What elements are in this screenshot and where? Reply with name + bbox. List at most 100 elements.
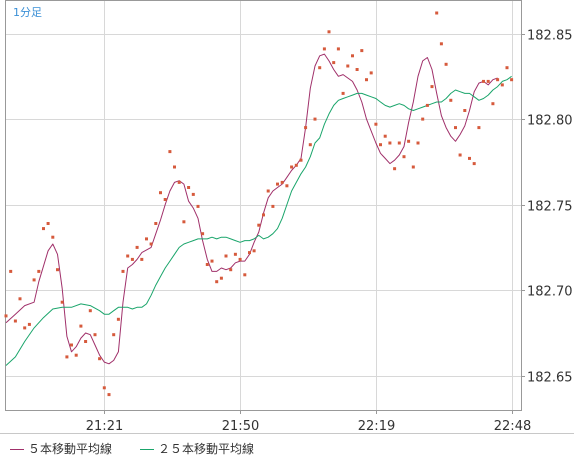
price-point (430, 85, 434, 89)
price-point (416, 141, 420, 145)
price-point (13, 319, 17, 323)
price-point (313, 117, 317, 121)
price-point (346, 64, 350, 68)
price-point (196, 204, 200, 208)
price-point (280, 180, 284, 184)
price-point (37, 269, 41, 273)
price-point (84, 340, 88, 343)
price-point (177, 180, 181, 184)
price-point (243, 273, 247, 277)
price-point (397, 141, 401, 145)
price-point (27, 322, 31, 326)
price-point (229, 268, 233, 272)
price-point (116, 317, 120, 321)
price-point (56, 268, 59, 272)
price-point (18, 297, 22, 301)
x-tick-label: 21:50 (222, 419, 259, 434)
price-point (4, 314, 8, 318)
price-point (262, 213, 265, 217)
price-point (205, 263, 209, 266)
price-point (435, 11, 439, 15)
x-axis-ticks: 21:21 21:50 22:19 22:48 (86, 410, 531, 434)
price-point (135, 245, 139, 249)
price-point (407, 139, 411, 143)
series-layer (4, 11, 514, 397)
price-point (308, 143, 312, 147)
price-point (233, 252, 237, 256)
price-point (140, 257, 144, 261)
price-point (238, 257, 242, 261)
price-point (248, 251, 251, 255)
price-point (351, 54, 354, 58)
price-point (439, 42, 443, 46)
price-point (159, 191, 162, 195)
price-point (336, 47, 340, 51)
price-point (341, 91, 345, 95)
price-point (65, 355, 69, 359)
price-point (393, 167, 397, 171)
price-point (266, 189, 270, 193)
price-point (32, 278, 36, 282)
price-point (182, 220, 186, 224)
price-point (294, 163, 298, 167)
ma25-line (5, 75, 512, 366)
price-point (145, 237, 148, 241)
price-point (369, 71, 373, 75)
price-point (276, 182, 279, 186)
price-point (121, 269, 125, 273)
price-point (360, 49, 364, 53)
price-point (168, 150, 172, 154)
price-point (112, 333, 116, 337)
price-point (444, 62, 448, 66)
price-point (491, 102, 495, 106)
price-point (411, 165, 415, 169)
price-point (299, 158, 303, 162)
price-point (482, 79, 485, 83)
price-point (388, 141, 392, 145)
price-point (98, 357, 102, 361)
legend-ma25-label: ２５本移動平均線 (158, 442, 255, 456)
price-point (252, 249, 256, 253)
legend-ma5-label: ５本移動平均線 (28, 442, 113, 456)
price-point (463, 109, 467, 112)
y-tick-label: 182.70 (527, 285, 573, 300)
price-point (126, 254, 130, 258)
price-point (421, 117, 425, 121)
price-point (187, 186, 191, 189)
price-point (74, 353, 78, 357)
timeframe-label: 1分足 (13, 6, 42, 19)
price-point (60, 300, 64, 304)
price-point (505, 66, 509, 70)
y-tick-label: 182.80 (527, 114, 573, 129)
price-point (88, 309, 92, 313)
price-point (93, 333, 97, 337)
grid-lines (6, 1, 521, 410)
legend-ma5: ５本移動平均線 (10, 440, 112, 457)
price-point (9, 269, 13, 273)
price-point (500, 83, 504, 87)
price-point (79, 324, 83, 328)
price-point (449, 98, 453, 102)
price-point (304, 126, 308, 130)
price-point (219, 276, 223, 280)
price-point (149, 242, 153, 246)
ma5-line (5, 53, 498, 365)
price-point (210, 259, 214, 263)
price-point (468, 156, 471, 160)
legend-ma25: ２５本移動平均線 (140, 440, 254, 457)
price-point (425, 103, 429, 107)
price-point (332, 61, 336, 65)
price-point (486, 79, 490, 83)
price-point (472, 162, 476, 166)
price-point (271, 204, 275, 208)
price-point (496, 78, 500, 82)
y-tick-label: 182.85 (527, 29, 573, 44)
legend-ma5-swatch (10, 449, 24, 450)
price-point (107, 393, 111, 397)
y-axis-ticks: 182.85 182.80 182.75 182.70 182.65 (521, 29, 573, 386)
price-point (458, 153, 462, 157)
price-point (23, 326, 27, 330)
price-point (224, 254, 228, 258)
